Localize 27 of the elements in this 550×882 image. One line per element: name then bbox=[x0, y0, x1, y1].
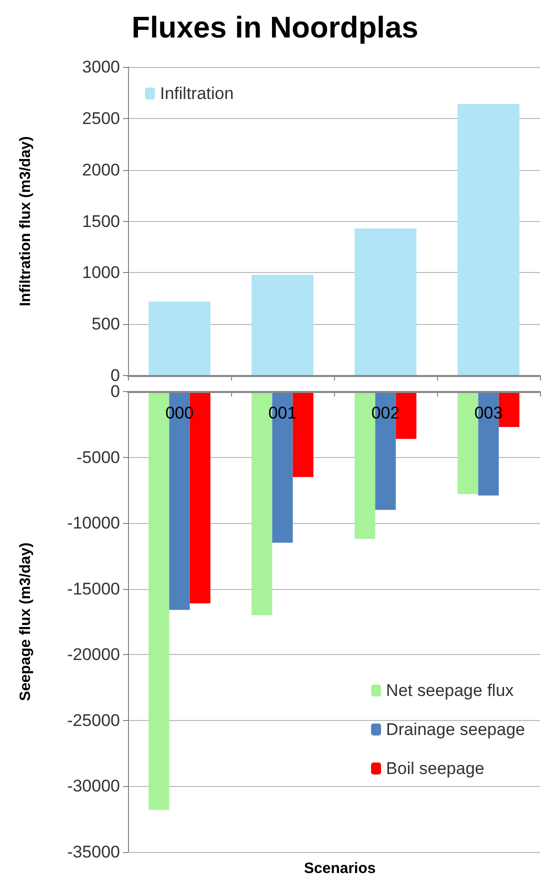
bar bbox=[148, 301, 210, 376]
legend-label: Net seepage flux bbox=[386, 681, 514, 700]
bar bbox=[252, 274, 314, 376]
legend-label: Boil seepage bbox=[386, 759, 484, 778]
y-axis-title: Infiltration flux (m3/day) bbox=[17, 136, 34, 306]
y-tick-label: -5000 bbox=[76, 448, 120, 467]
y-tick-label: 1500 bbox=[82, 212, 120, 231]
legend-label: Drainage seepage bbox=[386, 720, 526, 739]
chart-title: Fluxes in Noordplas bbox=[132, 12, 418, 44]
y-axis-title: Seepage flux (m3/day) bbox=[17, 542, 34, 701]
y-tick-label: 3000 bbox=[82, 58, 120, 76]
x-axis-title: Scenarios bbox=[304, 860, 376, 877]
y-tick-label: 0 bbox=[110, 382, 120, 401]
y-tick-label: -35000 bbox=[67, 842, 120, 862]
legend-label: Infiltration bbox=[160, 84, 234, 103]
y-tick-label: -20000 bbox=[67, 645, 120, 664]
y-tick-label: -15000 bbox=[67, 579, 120, 598]
bar bbox=[354, 228, 416, 376]
y-tick-label: -30000 bbox=[67, 776, 120, 796]
y-tick-label: 2500 bbox=[82, 108, 120, 128]
y-tick-label: -25000 bbox=[67, 710, 120, 730]
y-tick-label: 0 bbox=[110, 366, 120, 385]
y-tick-label: 2000 bbox=[82, 160, 120, 180]
y-tick-label: 500 bbox=[92, 314, 120, 334]
y-tick-label: -10000 bbox=[67, 514, 120, 533]
y-tick-label: 1000 bbox=[82, 263, 120, 282]
bar bbox=[458, 104, 520, 376]
